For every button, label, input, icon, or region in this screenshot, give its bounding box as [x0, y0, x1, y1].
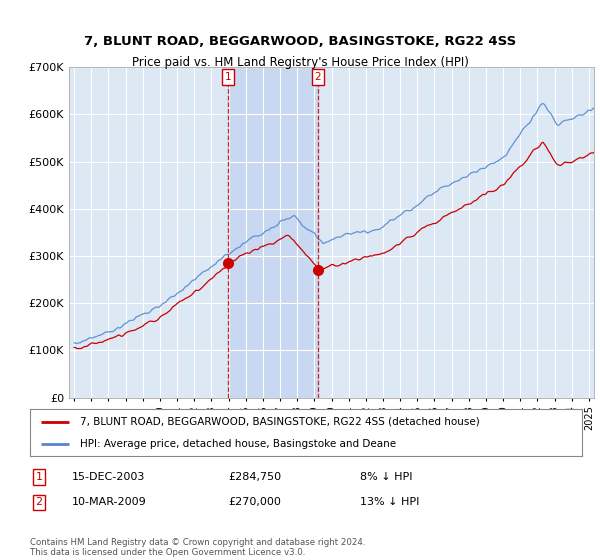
Text: 8% ↓ HPI: 8% ↓ HPI — [360, 472, 413, 482]
Text: 7, BLUNT ROAD, BEGGARWOOD, BASINGSTOKE, RG22 4SS (detached house): 7, BLUNT ROAD, BEGGARWOOD, BASINGSTOKE, … — [80, 417, 479, 427]
Text: Price paid vs. HM Land Registry's House Price Index (HPI): Price paid vs. HM Land Registry's House … — [131, 56, 469, 69]
Text: 10-MAR-2009: 10-MAR-2009 — [72, 497, 147, 507]
Text: 13% ↓ HPI: 13% ↓ HPI — [360, 497, 419, 507]
Text: 1: 1 — [35, 472, 43, 482]
Text: 2: 2 — [35, 497, 43, 507]
Text: HPI: Average price, detached house, Basingstoke and Deane: HPI: Average price, detached house, Basi… — [80, 438, 396, 449]
Text: Contains HM Land Registry data © Crown copyright and database right 2024.
This d: Contains HM Land Registry data © Crown c… — [30, 538, 365, 557]
Text: 1: 1 — [224, 72, 231, 82]
Bar — [228, 67, 317, 398]
Text: 7, BLUNT ROAD, BEGGARWOOD, BASINGSTOKE, RG22 4SS: 7, BLUNT ROAD, BEGGARWOOD, BASINGSTOKE, … — [84, 35, 516, 48]
Text: 15-DEC-2003: 15-DEC-2003 — [72, 472, 145, 482]
Text: £270,000: £270,000 — [228, 497, 281, 507]
Text: 2: 2 — [314, 72, 321, 82]
Text: £284,750: £284,750 — [228, 472, 281, 482]
